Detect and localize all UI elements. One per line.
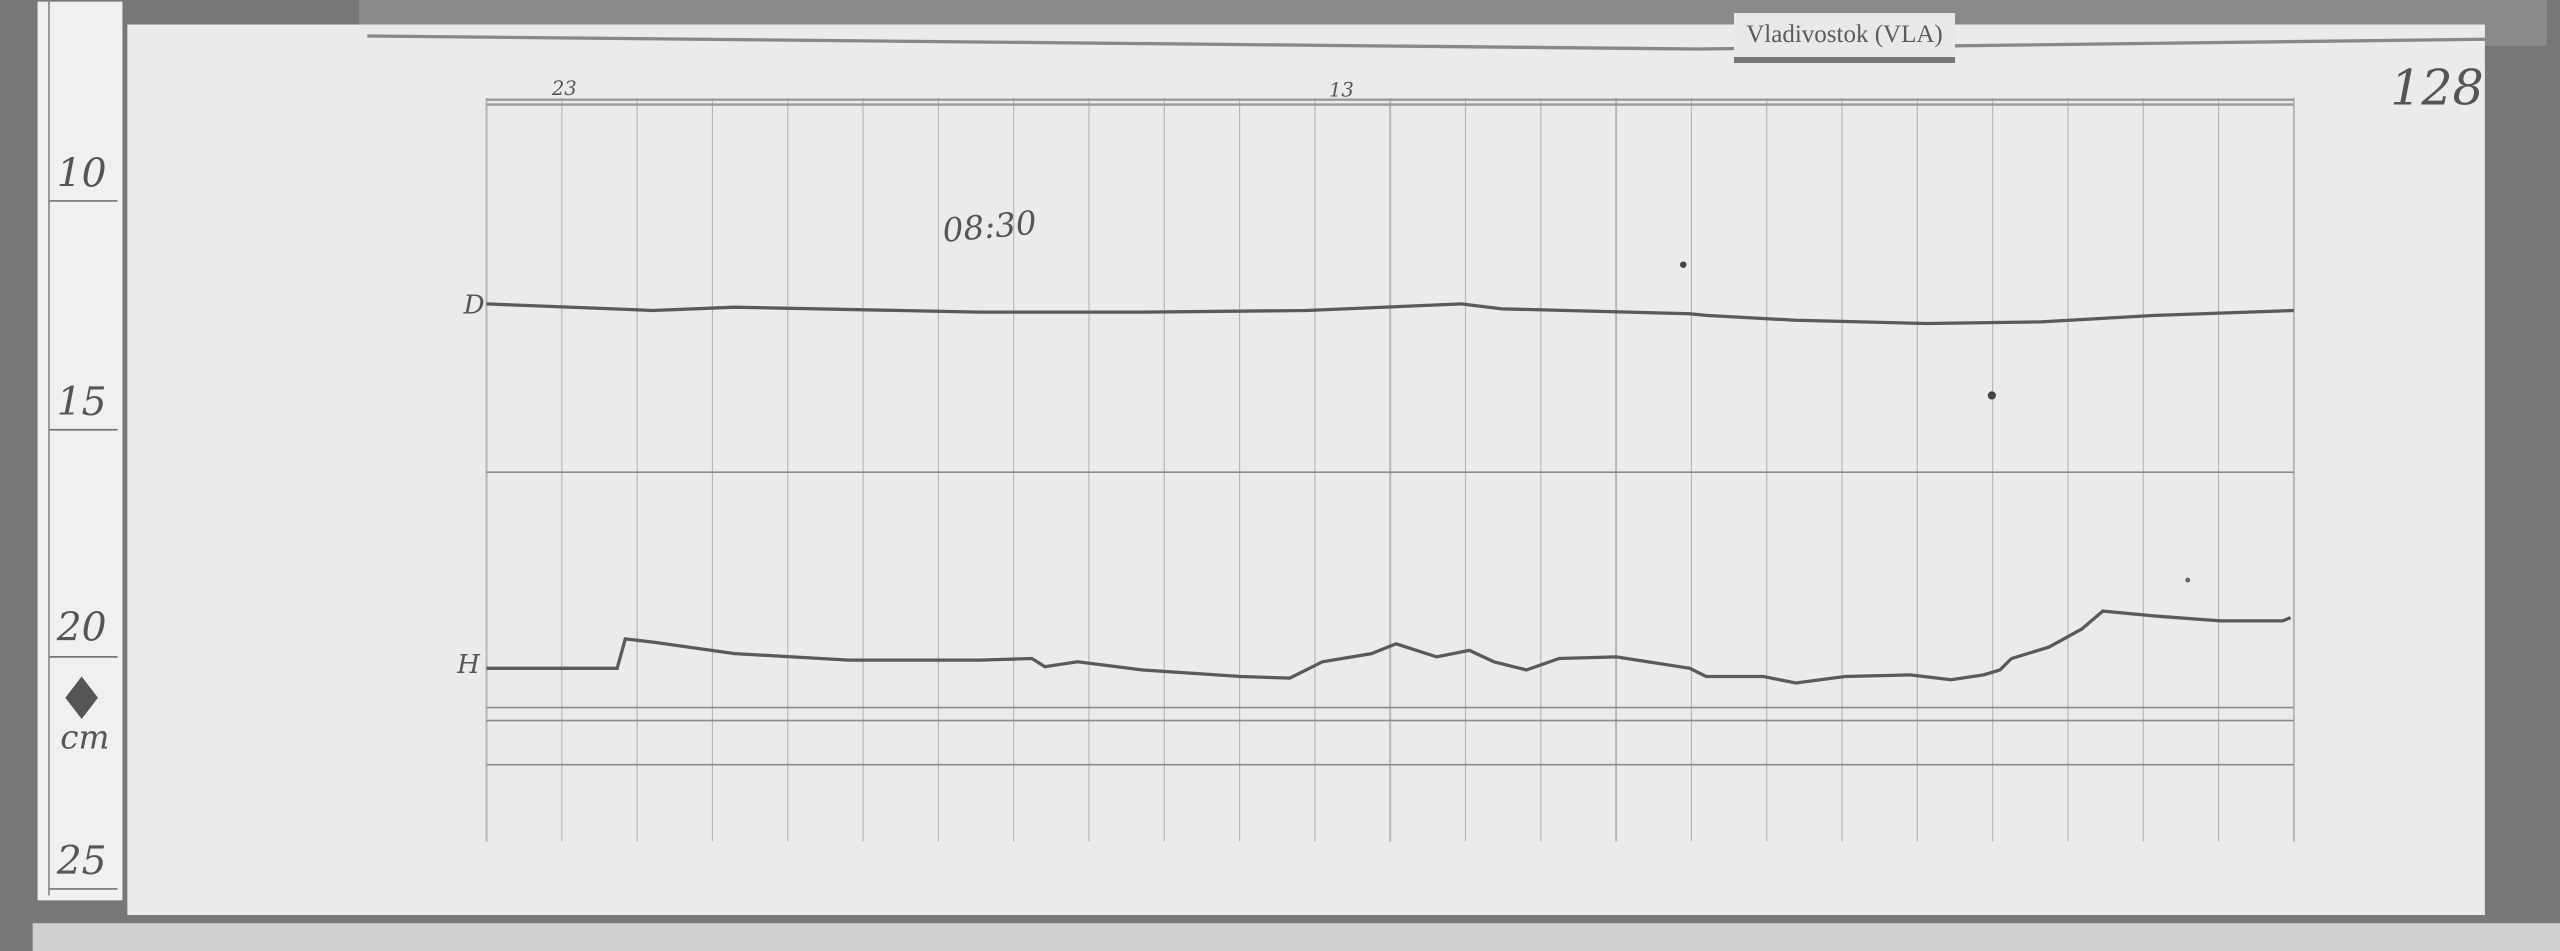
ruler-unit: cm — [60, 718, 109, 756]
time-annotation: 08:30 — [941, 204, 1038, 250]
ruler-mark: 20 — [56, 606, 107, 651]
bottom-sheet — [32, 923, 2560, 951]
ruler — [34, 0, 126, 904]
ruler-logo-icon — [65, 676, 98, 719]
station-label-text: Vladivostok (VLA) — [1746, 21, 1943, 48]
sheet-number: 128 — [2390, 60, 2483, 117]
horizontal-trace — [486, 609, 2292, 685]
chart-paper — [127, 24, 2485, 916]
chart-grid — [485, 98, 2295, 842]
ink-dot — [2185, 577, 2191, 583]
declination-trace — [486, 302, 2294, 326]
trace-label-d: D — [463, 291, 485, 321]
ruler-mark: 25 — [56, 839, 107, 884]
trace-label-h: H — [456, 650, 481, 680]
hour-mark: 23 — [551, 77, 577, 100]
hour-mark: 13 — [1329, 78, 1354, 101]
ruler-mark: 15 — [57, 380, 107, 425]
paper-edge-fold — [367, 34, 2485, 51]
ink-dot — [1680, 261, 1687, 268]
ruler-mark: 10 — [57, 151, 107, 196]
station-label: Vladivostok (VLA) — [1734, 13, 1955, 63]
ink-dot — [1987, 391, 1996, 400]
